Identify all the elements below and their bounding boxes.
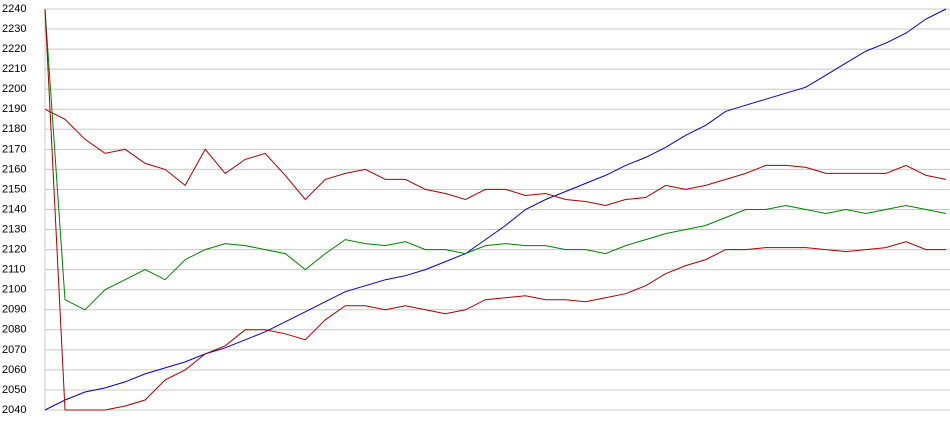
y-tick-label: 2150 (2, 183, 26, 195)
series-line (44, 8, 947, 311)
series-line (44, 8, 947, 411)
y-tick-label: 2130 (2, 223, 26, 235)
y-tick-label: 2060 (2, 364, 26, 376)
y-tick-label: 2240 (2, 3, 26, 15)
y-tick-label: 2100 (2, 284, 26, 296)
y-tick-label: 2190 (2, 103, 26, 115)
y-tick-label: 2220 (2, 43, 26, 55)
series-line (44, 108, 947, 207)
y-tick-label: 2120 (2, 244, 26, 256)
y-tick-label: 2170 (2, 143, 26, 155)
y-tick-label: 2180 (2, 123, 26, 135)
y-tick-label: 2200 (2, 83, 26, 95)
y-tick-label: 2160 (2, 163, 26, 175)
series-line (44, 8, 946, 411)
y-tick-label: 2070 (2, 344, 26, 356)
y-tick-label: 2210 (2, 63, 26, 75)
y-tick-label: 2050 (2, 384, 26, 396)
y-tick-label: 2080 (2, 324, 26, 336)
y-tick-label: 2040 (2, 404, 26, 416)
y-tick-label: 2110 (2, 264, 26, 276)
y-tick-label: 2090 (2, 304, 26, 316)
y-tick-label: 2140 (2, 203, 26, 215)
y-tick-label: 2230 (2, 23, 26, 35)
